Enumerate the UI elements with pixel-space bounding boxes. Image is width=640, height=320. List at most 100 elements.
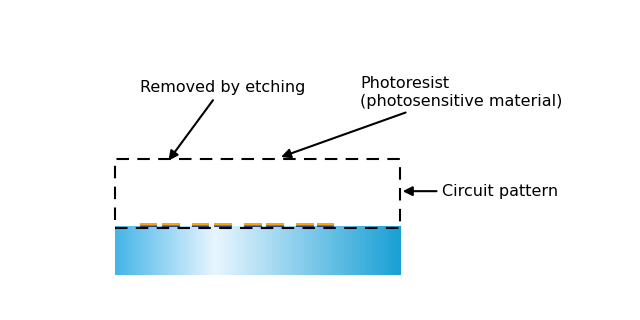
Bar (386, 226, 388, 275)
Bar (292, 226, 294, 275)
Bar (397, 226, 399, 275)
Bar (249, 226, 251, 275)
Bar (220, 226, 223, 275)
Bar (149, 226, 152, 275)
Bar (153, 226, 156, 275)
Bar (234, 226, 237, 275)
Bar (205, 226, 207, 275)
Bar (316, 226, 318, 275)
Bar (237, 226, 240, 275)
Bar (183, 226, 186, 275)
Bar (314, 226, 317, 275)
Bar (147, 226, 150, 275)
Bar (349, 226, 351, 275)
Bar (326, 226, 328, 275)
Bar (307, 226, 310, 275)
Bar (140, 225, 157, 226)
Bar (264, 226, 267, 275)
Bar (319, 226, 321, 275)
Bar (157, 226, 160, 275)
Bar (218, 226, 220, 275)
Bar (175, 226, 177, 275)
Bar (387, 226, 390, 275)
Bar (253, 226, 255, 275)
Bar (140, 223, 157, 225)
Bar (250, 226, 253, 275)
Bar (257, 226, 260, 275)
Bar (296, 226, 314, 227)
Bar (364, 226, 367, 275)
Bar (290, 226, 292, 275)
Bar (131, 226, 133, 275)
Bar (324, 226, 327, 275)
Bar (370, 226, 372, 275)
Bar (332, 226, 334, 275)
Bar (378, 226, 381, 275)
Bar (296, 223, 314, 225)
Bar (344, 226, 347, 275)
Bar (306, 226, 308, 275)
Bar (162, 225, 180, 226)
Bar (140, 226, 143, 275)
Bar (343, 226, 346, 275)
Bar (380, 226, 382, 275)
Bar (226, 226, 228, 275)
Bar (191, 226, 209, 227)
Bar (320, 226, 323, 275)
Bar (199, 226, 201, 275)
Text: Circuit pattern: Circuit pattern (405, 184, 558, 199)
Bar (271, 226, 274, 275)
Bar (297, 226, 300, 275)
Bar (300, 226, 303, 275)
Bar (377, 226, 380, 275)
Bar (268, 226, 269, 275)
Bar (381, 226, 384, 275)
Bar (399, 226, 401, 275)
Bar (394, 226, 397, 275)
Bar (374, 226, 377, 275)
Bar (266, 226, 284, 227)
Bar (173, 226, 175, 275)
Bar (346, 226, 348, 275)
Bar (330, 226, 332, 275)
Bar (196, 226, 198, 275)
Bar (336, 226, 338, 275)
Bar (244, 223, 262, 225)
Bar (301, 226, 304, 275)
Bar (355, 226, 356, 275)
Bar (184, 226, 187, 275)
Bar (260, 226, 262, 275)
Bar (127, 226, 130, 275)
Bar (213, 226, 216, 275)
Bar (161, 226, 163, 275)
Bar (396, 226, 398, 275)
Bar (328, 226, 331, 275)
Bar (244, 226, 262, 227)
Bar (317, 223, 335, 225)
Bar (155, 226, 157, 275)
Bar (296, 225, 314, 226)
Bar (266, 225, 284, 226)
Bar (327, 226, 330, 275)
Bar (244, 226, 247, 275)
Bar (207, 226, 210, 275)
Bar (133, 226, 136, 275)
Bar (214, 223, 232, 225)
Bar (146, 226, 148, 275)
Bar (360, 226, 362, 275)
Bar (211, 226, 212, 275)
Text: Photoresist
(photosensitive material): Photoresist (photosensitive material) (284, 76, 563, 157)
Bar (239, 226, 241, 275)
Bar (125, 226, 127, 275)
Bar (186, 226, 188, 275)
Bar (150, 226, 153, 275)
Bar (293, 226, 296, 275)
Bar (365, 226, 368, 275)
Bar (252, 226, 254, 275)
Bar (162, 223, 180, 225)
Bar (170, 226, 173, 275)
Bar (383, 226, 385, 275)
Bar (376, 226, 378, 275)
Bar (263, 226, 266, 275)
Bar (333, 226, 335, 275)
